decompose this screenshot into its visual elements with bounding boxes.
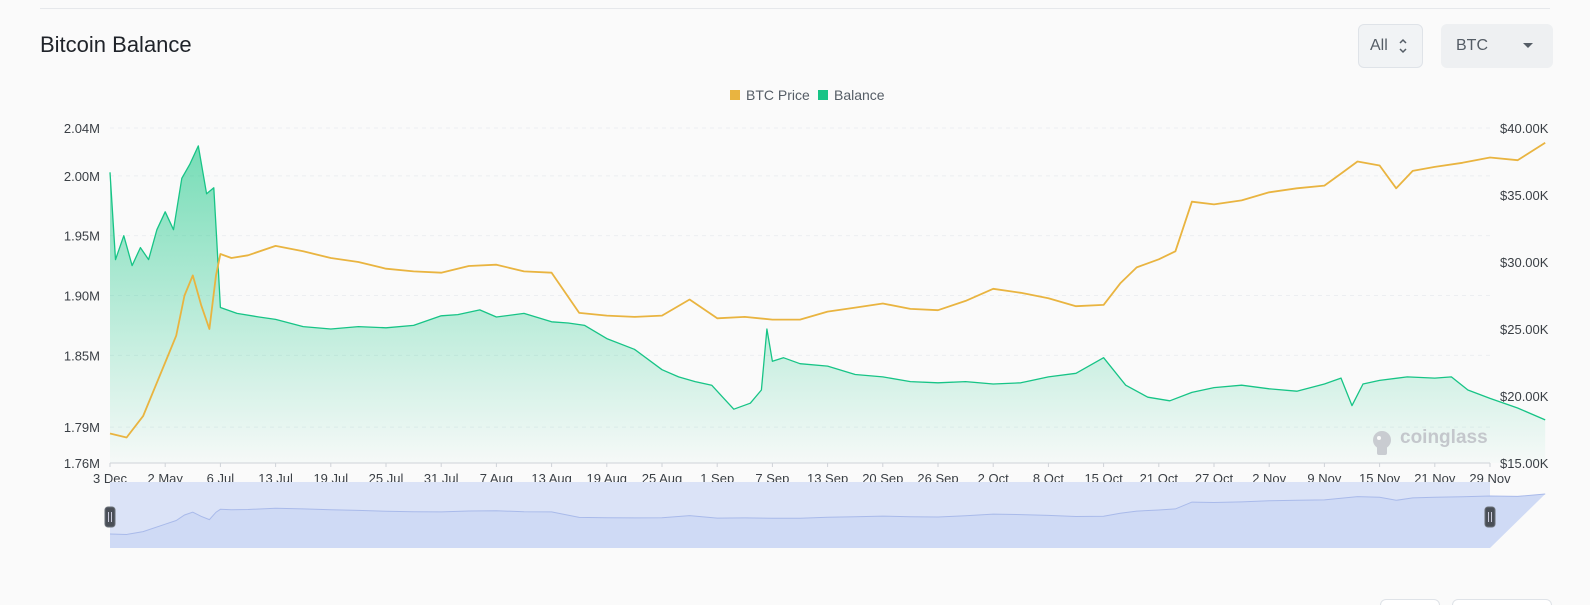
coin-select[interactable]: BTC bbox=[1441, 24, 1553, 68]
navigator-handle-left[interactable] bbox=[104, 506, 116, 528]
navigator-area bbox=[110, 494, 1546, 548]
y-right-tick-label: $15.00K bbox=[1500, 456, 1549, 471]
watermark-text: coinglass bbox=[1400, 427, 1488, 448]
time-range-value: All bbox=[1370, 37, 1388, 54]
series-lines bbox=[109, 141, 1546, 439]
y-left-tick-label: 1.85M bbox=[64, 348, 100, 363]
navigator-line bbox=[109, 493, 1546, 536]
y-left-tick-label: 1.76M bbox=[64, 456, 100, 471]
watermark: coinglass bbox=[1373, 427, 1488, 455]
y-right-tick-label: $40.00K bbox=[1500, 121, 1549, 136]
y-left-tick-label: 1.90M bbox=[64, 289, 100, 304]
y-left-tick-label: 2.00M bbox=[64, 169, 100, 184]
balance-area bbox=[110, 145, 1546, 463]
balance-line bbox=[109, 145, 1546, 421]
legend-label: BTC Price bbox=[746, 87, 810, 103]
card-title: Bitcoin Balance bbox=[40, 32, 192, 57]
y-left-tick-label: 1.79M bbox=[64, 420, 100, 435]
coinglass-logo-icon bbox=[1373, 431, 1391, 455]
navigator-handle-right[interactable] bbox=[1484, 506, 1496, 528]
y-left-tick-label: 2.04M bbox=[64, 121, 100, 136]
btc-price-line bbox=[109, 141, 1546, 439]
bottom-button-right[interactable] bbox=[1452, 599, 1552, 605]
coin-value: BTC bbox=[1456, 37, 1488, 54]
legend-item[interactable]: Balance bbox=[818, 87, 885, 103]
legend-swatch bbox=[730, 90, 740, 100]
y-right-tick-label: $25.00K bbox=[1500, 322, 1549, 337]
legend-swatch bbox=[818, 90, 828, 100]
y-right-tick-label: $35.00K bbox=[1500, 188, 1549, 203]
balance-area-fill bbox=[110, 145, 1546, 463]
legend: BTC Price Balance bbox=[730, 87, 885, 103]
top-divider bbox=[40, 8, 1550, 9]
up-down-chevron-icon bbox=[1399, 38, 1407, 54]
y-right-tick-label: $30.00K bbox=[1500, 255, 1549, 270]
caret-down-icon bbox=[1523, 43, 1533, 48]
time-range-select[interactable]: All bbox=[1358, 24, 1423, 68]
y-right-tick-label: $20.00K bbox=[1500, 389, 1549, 404]
y-left-tick-label: 1.95M bbox=[64, 229, 100, 244]
range-navigator[interactable] bbox=[104, 482, 1546, 548]
bottom-button-left[interactable] bbox=[1380, 599, 1440, 605]
y-axis-right: $40.00K $35.00K $30.00K $25.00K $20.00K $15.0… bbox=[1500, 121, 1549, 471]
legend-label: Balance bbox=[834, 87, 885, 103]
legend-item[interactable]: BTC Price bbox=[730, 87, 810, 103]
y-axis-left: 2.04M 2.00M 1.95M 1.90M 1.85M 1.79M 1.76M bbox=[64, 121, 100, 471]
